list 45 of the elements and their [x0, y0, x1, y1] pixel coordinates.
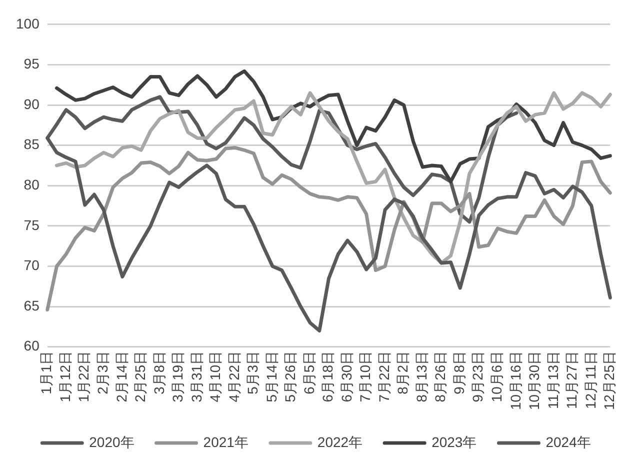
x-tick-label: 10月16日 — [507, 350, 524, 410]
x-tick-label: 11月27日 — [564, 350, 580, 409]
x-tick-label: 8月13日 — [413, 350, 430, 402]
y-tick-label: 70 — [24, 257, 40, 274]
x-tick-label: 12月11日 — [582, 350, 598, 409]
x-tick-label: 11月13日 — [544, 350, 561, 409]
x-tick-label: 4月10日 — [207, 350, 224, 402]
x-tick-label: 5月3日 — [244, 350, 261, 394]
x-tick-label: 8月2日 — [394, 350, 411, 394]
legend-label: 2020年 — [89, 434, 134, 450]
legend-label: 2021年 — [203, 434, 248, 450]
x-tick-label: 9月8日 — [450, 350, 467, 394]
x-tick-label: 4月22日 — [226, 350, 242, 402]
x-tick-label: 10月6日 — [488, 350, 504, 402]
y-tick-label: 75 — [24, 216, 40, 233]
x-tick-label: 5月14日 — [263, 350, 280, 402]
y-tick-label: 100 — [16, 15, 40, 32]
y-tick-label: 95 — [24, 56, 40, 72]
y-tick-label: 60 — [24, 338, 40, 354]
x-tick-label: 7月10日 — [357, 350, 374, 402]
y-tick-label: 85 — [24, 136, 40, 152]
x-tick-label: 1月22日 — [76, 350, 92, 402]
legend-label: 2022年 — [317, 434, 363, 450]
x-tick-label: 6月30日 — [338, 350, 354, 402]
legend-label: 2023年 — [432, 434, 477, 450]
y-tick-label: 80 — [24, 176, 40, 192]
x-tick-label: 7月22日 — [376, 350, 392, 402]
x-tick-label: 12月25日 — [601, 350, 618, 410]
x-tick-label: 1月12日 — [56, 350, 73, 402]
y-tick-label: 90 — [24, 96, 40, 112]
x-tick-label: 9月23日 — [470, 350, 486, 402]
x-tick-label: 2月3日 — [94, 350, 110, 394]
legend-label: 2024年 — [546, 434, 591, 450]
x-tick-label: 2月14日 — [113, 350, 130, 402]
x-tick-label: 10月30日 — [526, 350, 542, 410]
x-tick-label: 2月25日 — [132, 350, 148, 402]
x-tick-label: 1月1日 — [38, 350, 54, 394]
y-tick-label: 65 — [24, 297, 40, 314]
x-tick-label: 3月31日 — [188, 350, 204, 402]
x-tick-label: 6月5日 — [300, 350, 317, 394]
x-tick-label: 6月18日 — [320, 350, 336, 402]
x-tick-label: 5月26日 — [282, 350, 298, 402]
x-tick-label: 8月26日 — [432, 350, 448, 402]
x-tick-label: 3月19日 — [170, 350, 186, 402]
x-tick-label: 3月8日 — [150, 350, 167, 394]
